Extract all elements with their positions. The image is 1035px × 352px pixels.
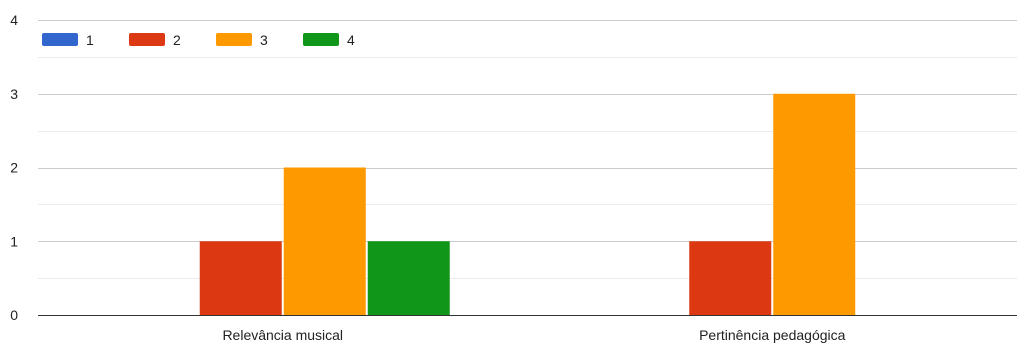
- legend-label-4[interactable]: 4: [347, 32, 355, 48]
- x-category-label: Relevância musical: [222, 327, 343, 343]
- legend-label-2[interactable]: 2: [173, 32, 181, 48]
- y-tick-label: 4: [10, 12, 18, 28]
- y-tick-label: 3: [10, 86, 18, 102]
- x-category-label: Pertinência pedagógica: [699, 327, 846, 343]
- y-tick-label: 2: [10, 160, 18, 176]
- bar-series-3-2[interactable]: [773, 93, 856, 315]
- axis-layer: 0 1 2 3 4 Relevância musical Pertinência pedag…: [10, 12, 1017, 343]
- bar-series-4-1[interactable]: [367, 241, 450, 315]
- legend-swatch-1[interactable]: [42, 33, 78, 46]
- bar-series-3-1[interactable]: [283, 167, 366, 316]
- y-tick-label: 1: [10, 233, 18, 249]
- legend[interactable]: 1 2 3 4: [42, 32, 355, 48]
- legend-swatch-3[interactable]: [216, 33, 252, 46]
- bars-layer: [199, 93, 856, 316]
- legend-swatch-2[interactable]: [129, 33, 165, 46]
- bar-series-2-1[interactable]: [199, 241, 282, 315]
- legend-label-3[interactable]: 3: [260, 32, 268, 48]
- legend-swatch-4[interactable]: [303, 33, 339, 46]
- legend-label-1[interactable]: 1: [86, 32, 94, 48]
- bar-series-2-2[interactable]: [689, 241, 772, 315]
- grid-layer: [38, 20, 1017, 279]
- y-tick-label: 0: [10, 307, 18, 323]
